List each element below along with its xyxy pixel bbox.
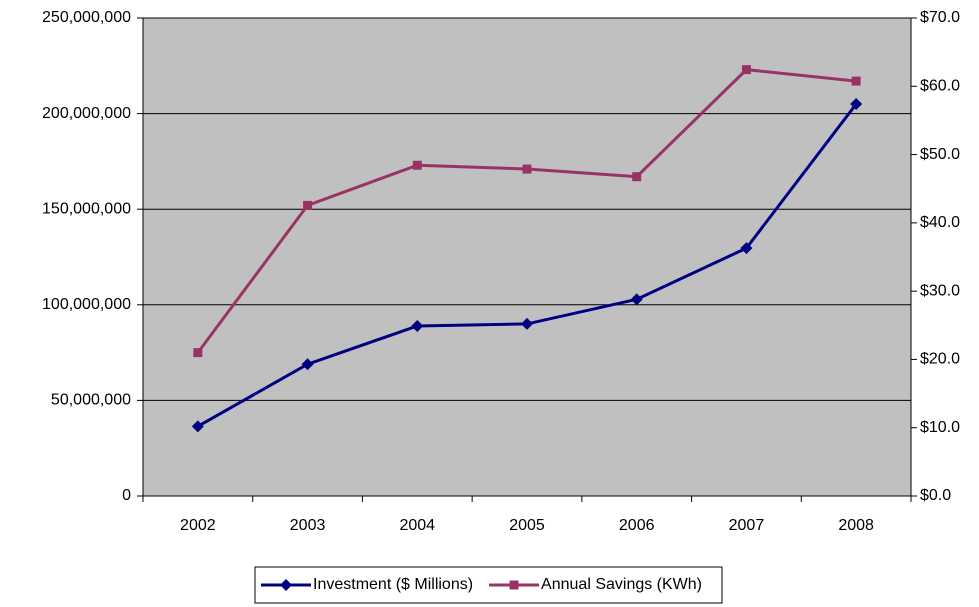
x-tick-label: 2002: [180, 517, 216, 534]
y2-tick-label: $0.0: [920, 487, 951, 504]
y2-tick-label: $10.0: [920, 419, 960, 436]
point: [191, 420, 204, 433]
y-tick-label: 100,000,000: [42, 296, 131, 313]
legend-marker: [280, 579, 292, 591]
y2-tick-label: $70.0: [920, 9, 960, 26]
x-tick-label: 2004: [399, 517, 435, 534]
y2-tick-label: $40.0: [920, 214, 960, 231]
point: [741, 65, 751, 75]
y2-tick-label: $20.0: [920, 351, 960, 368]
y-tick-label: 0: [122, 487, 131, 504]
legend-label: Annual Savings (KWh): [541, 576, 702, 593]
point: [303, 200, 313, 210]
point: [740, 242, 753, 255]
y-tick-label: 150,000,000: [42, 200, 131, 217]
x-tick-label: 2005: [509, 517, 545, 534]
legend: [254, 566, 723, 604]
x-tick-label: 2007: [729, 517, 765, 534]
point: [850, 98, 863, 111]
legend-label: Investment ($ Millions): [313, 576, 473, 593]
point: [851, 76, 861, 86]
legend-marker: [509, 580, 519, 590]
y2-tick-label: $50.0: [920, 146, 960, 163]
point: [193, 348, 203, 358]
y-tick-label: 200,000,000: [42, 105, 131, 122]
y-tick-label: 50,000,000: [51, 392, 131, 409]
x-tick-label: 2006: [619, 517, 655, 534]
point: [521, 317, 533, 330]
x-tick-label: 2008: [838, 517, 874, 534]
point: [522, 164, 532, 174]
point: [411, 319, 424, 332]
x-tick-label: 2003: [290, 517, 326, 534]
point: [632, 172, 642, 182]
point: [630, 293, 643, 306]
point: [412, 160, 422, 170]
y-tick-label: 250,000,000: [42, 9, 131, 26]
point: [301, 358, 314, 371]
y2-tick-label: $60.0: [920, 78, 960, 95]
plot-area: [142, 17, 912, 497]
y2-tick-label: $30.0: [920, 282, 960, 299]
